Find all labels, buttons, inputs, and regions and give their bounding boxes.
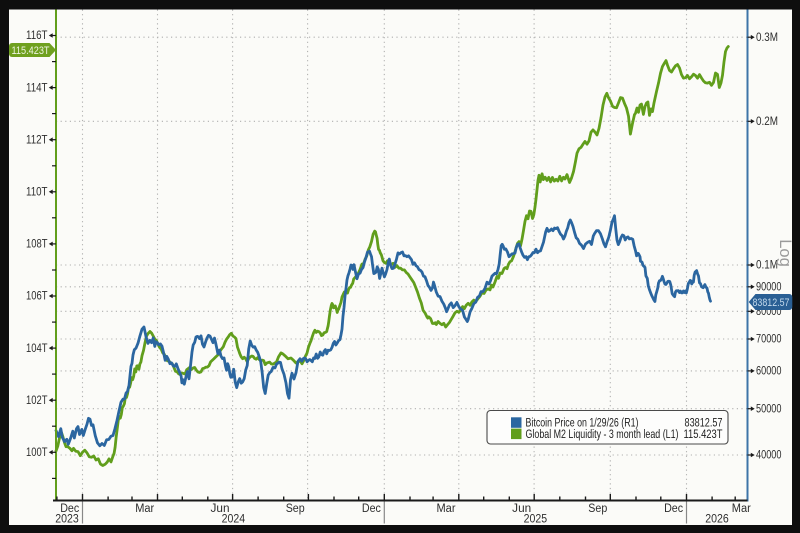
svg-text:102T: 102T <box>26 395 48 407</box>
svg-text:104T: 104T <box>26 343 48 355</box>
svg-text:2024: 2024 <box>222 514 246 526</box>
svg-text:116T: 116T <box>26 30 48 42</box>
svg-text:50000: 50000 <box>756 403 782 415</box>
svg-text:83812.57: 83812.57 <box>753 297 790 309</box>
svg-text:108T: 108T <box>26 239 48 251</box>
svg-text:115.423T: 115.423T <box>684 427 723 441</box>
svg-text:Mar: Mar <box>135 503 154 515</box>
svg-text:110T: 110T <box>26 187 48 199</box>
svg-text:Log: Log <box>776 239 794 267</box>
svg-text:40000: 40000 <box>756 450 782 462</box>
svg-text:Dec: Dec <box>664 503 683 515</box>
svg-text:2025: 2025 <box>524 514 548 526</box>
svg-text:2026: 2026 <box>705 514 729 526</box>
svg-text:Sep: Sep <box>588 503 607 515</box>
svg-text:Jun: Jun <box>211 503 230 515</box>
svg-text:60000: 60000 <box>756 366 782 378</box>
svg-text:2023: 2023 <box>55 514 79 526</box>
svg-text:0.3M: 0.3M <box>756 32 778 44</box>
svg-text:Dec: Dec <box>60 503 79 515</box>
svg-text:106T: 106T <box>26 291 48 303</box>
svg-text:90000: 90000 <box>756 282 782 294</box>
svg-text:Sep: Sep <box>286 503 305 515</box>
svg-text:114T: 114T <box>26 82 48 94</box>
svg-text:Mar: Mar <box>732 503 751 515</box>
svg-text:Global M2 Liquidity - 3 month: Global M2 Liquidity - 3 month lead (L1) <box>526 427 679 441</box>
svg-text:70000: 70000 <box>756 334 782 346</box>
svg-text:0.2M: 0.2M <box>756 116 778 128</box>
svg-text:Bitcoin Price on 1/29/26 (R1): Bitcoin Price on 1/29/26 (R1) <box>526 416 639 430</box>
svg-text:100T: 100T <box>26 447 48 459</box>
svg-text:Jun: Jun <box>512 503 531 515</box>
svg-text:0.1M: 0.1M <box>756 260 778 272</box>
svg-text:Mar: Mar <box>437 503 456 515</box>
svg-text:112T: 112T <box>26 134 48 146</box>
svg-text:83812.57: 83812.57 <box>685 416 723 430</box>
svg-text:115.423T: 115.423T <box>12 45 50 57</box>
svg-text:Dec: Dec <box>362 503 381 515</box>
